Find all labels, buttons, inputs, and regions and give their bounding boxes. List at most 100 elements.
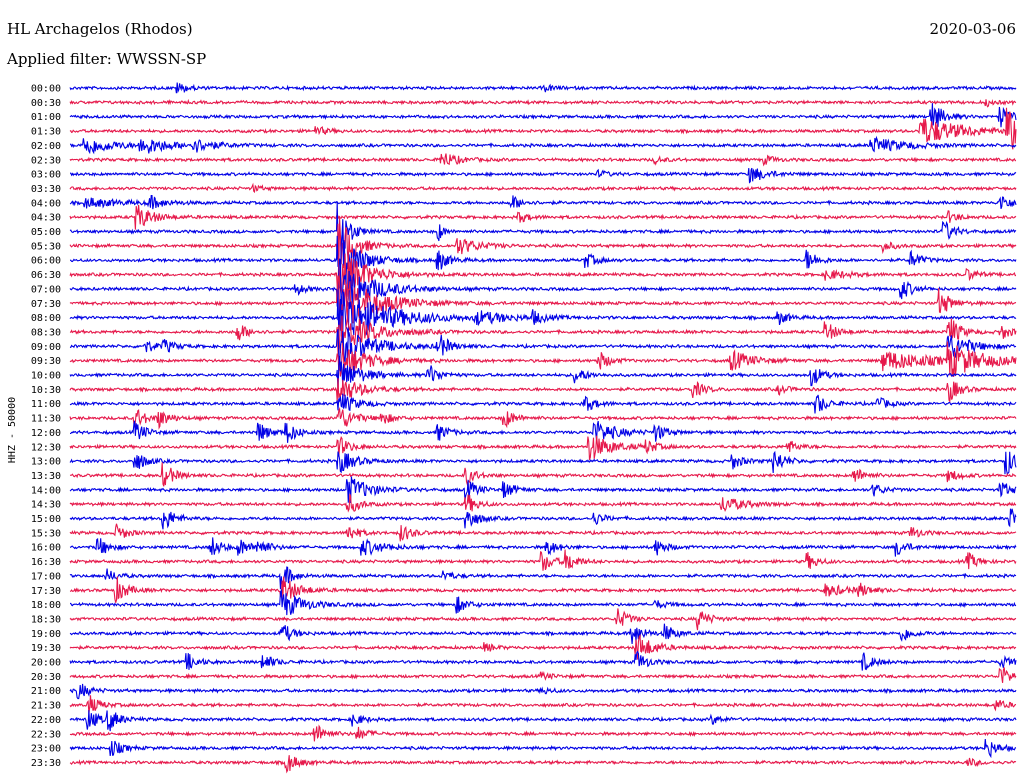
trace-row bbox=[69, 289, 1017, 340]
time-tick-label: 11:30 bbox=[31, 414, 61, 425]
time-tick-label: 12:00 bbox=[31, 428, 61, 439]
trace-row bbox=[69, 135, 1017, 155]
trace-row bbox=[69, 204, 1017, 230]
trace-row bbox=[69, 329, 1017, 369]
trace-row bbox=[69, 341, 1017, 377]
trace-row bbox=[69, 201, 1017, 252]
time-tick-label: 14:00 bbox=[31, 485, 61, 496]
time-tick-label: 15:00 bbox=[31, 514, 61, 525]
time-tick-label: 05:00 bbox=[31, 227, 61, 238]
time-tick-label: 06:00 bbox=[31, 256, 61, 267]
trace-row bbox=[69, 378, 1017, 404]
trace-row bbox=[69, 633, 1017, 660]
time-tick-label: 14:30 bbox=[31, 500, 61, 511]
time-tick-label: 08:30 bbox=[31, 327, 61, 338]
seismic-traces bbox=[69, 82, 1017, 774]
trace-row bbox=[69, 623, 1017, 645]
time-tick-label: 16:30 bbox=[31, 557, 61, 568]
trace-row bbox=[69, 650, 1017, 671]
time-tick-label: 19:30 bbox=[31, 643, 61, 654]
time-tick-label: 03:30 bbox=[31, 184, 61, 195]
trace-row bbox=[69, 393, 1017, 414]
time-tick-label: 01:00 bbox=[31, 112, 61, 123]
trace-row bbox=[69, 755, 1017, 774]
trace-row bbox=[69, 435, 1017, 460]
trace-row bbox=[69, 218, 1017, 274]
trace-row bbox=[69, 508, 1017, 530]
trace-row bbox=[70, 420, 1017, 443]
trace-row bbox=[69, 195, 1017, 210]
time-tick-label: 20:30 bbox=[31, 672, 61, 683]
time-tick-label: 09:00 bbox=[31, 342, 61, 353]
trace-row bbox=[69, 356, 1017, 393]
time-tick-label: 00:00 bbox=[31, 84, 61, 95]
trace-row bbox=[69, 710, 1017, 732]
trace-row bbox=[69, 82, 1017, 94]
trace-row bbox=[69, 667, 1017, 683]
time-tick-label: 09:30 bbox=[31, 356, 61, 367]
time-tick-label: 03:00 bbox=[31, 170, 61, 181]
trace-row bbox=[69, 252, 1016, 297]
date-label: 2020-03-06 bbox=[929, 20, 1016, 38]
trace-row bbox=[69, 153, 1017, 167]
trace-row bbox=[69, 275, 1017, 331]
time-labels: 00:00 00:30 01:00 01:30 02:00 02:30 03:00 03:30… bbox=[31, 84, 61, 769]
ylabel: HHZ - 50000 bbox=[7, 397, 18, 463]
time-tick-label: 11:00 bbox=[31, 399, 61, 410]
time-tick-label: 18:00 bbox=[31, 600, 61, 611]
trace-row bbox=[69, 182, 1017, 194]
trace-row bbox=[69, 98, 1017, 108]
trace-row bbox=[69, 724, 1017, 742]
filter-label: Applied filter: WWSSN-SP bbox=[7, 50, 207, 68]
trace-row bbox=[70, 167, 1017, 184]
trace-row bbox=[69, 476, 1017, 504]
trace-row bbox=[69, 406, 1017, 430]
time-tick-label: 05:30 bbox=[31, 241, 61, 252]
time-tick-label: 08:00 bbox=[31, 313, 61, 324]
trace-row bbox=[69, 683, 1017, 700]
time-tick-label: 01:30 bbox=[31, 127, 61, 138]
trace-row bbox=[69, 462, 1017, 487]
time-tick-label: 06:30 bbox=[31, 270, 61, 281]
time-tick-label: 04:30 bbox=[31, 213, 61, 224]
trace-row bbox=[69, 107, 1017, 150]
time-tick-label: 10:30 bbox=[31, 385, 61, 396]
time-tick-label: 20:00 bbox=[31, 658, 61, 669]
time-tick-label: 13:00 bbox=[31, 457, 61, 468]
trace-row bbox=[69, 549, 1017, 571]
time-tick-label: 15:30 bbox=[31, 528, 61, 539]
trace-row bbox=[69, 258, 1017, 316]
trace-row bbox=[69, 523, 1017, 542]
station-title: HL Archagelos (Rhodos) bbox=[7, 20, 193, 38]
time-tick-label: 02:30 bbox=[31, 155, 61, 166]
time-tick-label: 17:00 bbox=[31, 571, 61, 582]
time-tick-label: 13:30 bbox=[31, 471, 61, 482]
trace-row bbox=[69, 608, 1017, 631]
time-tick-label: 22:00 bbox=[31, 715, 61, 726]
time-tick-label: 16:00 bbox=[31, 543, 61, 554]
trace-row bbox=[69, 739, 1017, 759]
trace-row bbox=[69, 576, 1017, 603]
trace-row bbox=[69, 537, 1017, 557]
time-tick-label: 02:00 bbox=[31, 141, 61, 152]
time-tick-label: 23:00 bbox=[31, 744, 61, 755]
trace-row bbox=[70, 588, 1017, 616]
time-tick-label: 22:30 bbox=[31, 729, 61, 740]
trace-row bbox=[69, 493, 1017, 513]
time-tick-label: 12:30 bbox=[31, 442, 61, 453]
time-tick-label: 23:30 bbox=[31, 758, 61, 769]
time-tick-label: 00:30 bbox=[31, 98, 61, 109]
trace-row bbox=[69, 315, 1017, 354]
time-tick-label: 18:30 bbox=[31, 614, 61, 625]
trace-row bbox=[69, 450, 1017, 476]
time-tick-label: 07:00 bbox=[31, 284, 61, 295]
trace-row bbox=[69, 566, 1017, 590]
time-tick-label: 10:00 bbox=[31, 371, 61, 382]
time-tick-label: 21:30 bbox=[31, 701, 61, 712]
time-tick-label: 19:00 bbox=[31, 629, 61, 640]
time-tick-label: 17:30 bbox=[31, 586, 61, 597]
trace-row bbox=[69, 103, 1017, 128]
time-tick-label: 07:30 bbox=[31, 299, 61, 310]
time-tick-label: 04:00 bbox=[31, 198, 61, 209]
